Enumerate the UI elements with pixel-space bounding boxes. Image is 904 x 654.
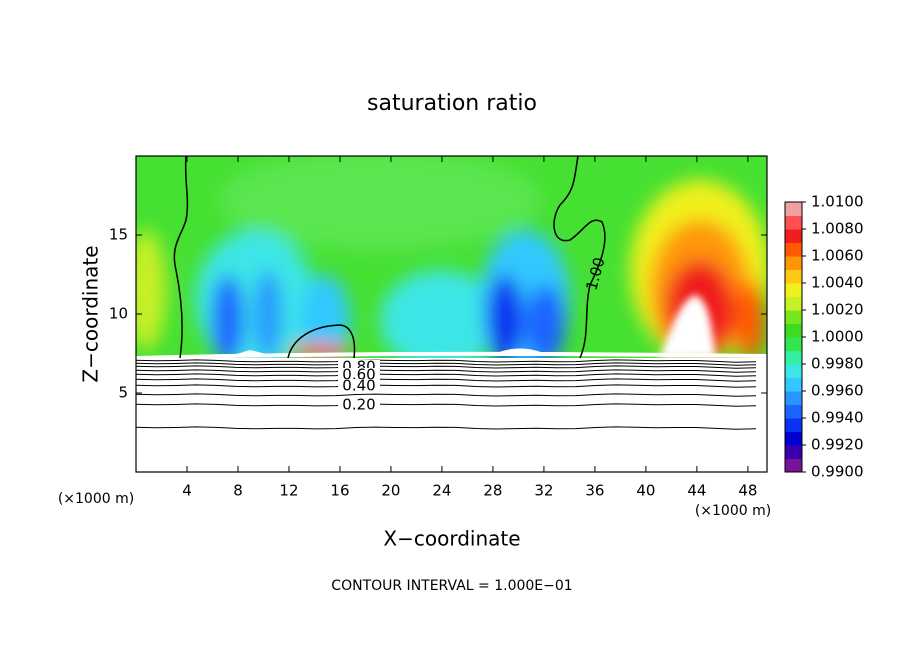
contour-line <box>135 365 757 369</box>
contour-line <box>135 369 757 373</box>
colorbar-label: 0.9980 <box>811 355 864 373</box>
field-shading <box>136 156 767 370</box>
colorbar-band <box>785 323 802 338</box>
x-tick-label: 32 <box>534 482 553 500</box>
colorbar-band <box>785 256 802 270</box>
x-tick-label: 12 <box>279 482 298 500</box>
colorbar-band <box>785 215 802 230</box>
colorbar-label: 1.0040 <box>811 274 864 292</box>
x-tick-label: 8 <box>233 482 243 500</box>
colorbar-label: 1.0020 <box>811 301 864 319</box>
contour-label-bg <box>338 379 380 393</box>
colorbar-band <box>785 242 802 257</box>
colorbar-band <box>785 337 802 351</box>
contour-line <box>135 362 757 366</box>
contour-line <box>135 426 757 430</box>
footer: CONTOUR INTERVAL = 1.000E−01 <box>331 578 572 594</box>
colorbar-band <box>785 458 802 473</box>
colorbar-band <box>785 377 802 392</box>
colorbar-band <box>785 350 802 365</box>
x-tick-label: 44 <box>687 482 706 500</box>
colorbar-label: 1.0000 <box>811 328 864 346</box>
colorbar-label: 1.0100 <box>811 193 864 211</box>
colorbar-label: 1.0080 <box>811 220 864 238</box>
contour-line <box>135 378 757 382</box>
y-unit-label: (×1000 m) <box>58 491 134 507</box>
colorbar-band <box>785 283 802 297</box>
colorbar-label: 0.9920 <box>811 436 864 454</box>
colorbar-band <box>785 445 802 459</box>
colorbar-label: 0.9960 <box>811 382 864 400</box>
y-tick-label: 15 <box>109 226 128 244</box>
contour-line <box>135 384 757 388</box>
colorbar-band <box>785 269 802 284</box>
contour-line <box>135 393 757 397</box>
contour-line <box>135 359 757 363</box>
x-tick-label: 28 <box>483 482 502 500</box>
y-tick-label: 10 <box>109 305 128 323</box>
contour-label: 0.40 <box>342 377 375 395</box>
y-axis-label: Z−coordinate <box>79 245 103 382</box>
x-tick-label: 24 <box>432 482 451 500</box>
contour-line <box>135 373 757 377</box>
colorbar-label: 0.9900 <box>811 463 864 481</box>
contour-label: 0.20 <box>342 396 375 414</box>
contour-line <box>135 403 757 407</box>
x-tick-label: 48 <box>738 482 757 500</box>
colorbar-band <box>785 404 802 419</box>
x-axis-label: X−coordinate <box>383 527 520 551</box>
x-tick-label: 20 <box>381 482 400 500</box>
colorbar-label: 0.9940 <box>811 409 864 427</box>
x-tick-label: 40 <box>636 482 655 500</box>
contour-label-bg <box>338 368 380 382</box>
colorbar-band <box>785 296 802 311</box>
colorbar-band <box>785 229 802 243</box>
contour-label-bg <box>338 398 380 412</box>
colorbar-band <box>785 364 802 378</box>
low-contours <box>135 359 757 430</box>
field <box>136 156 767 472</box>
x-tick-label: 16 <box>330 482 349 500</box>
colorbar-band <box>785 310 802 324</box>
colorbar-band <box>785 418 802 432</box>
colorbar-band <box>785 202 802 216</box>
chart-title: saturation ratio <box>367 91 537 116</box>
x-tick-label: 36 <box>585 482 604 500</box>
colorbar-label: 1.0060 <box>811 247 864 265</box>
colorbar-band <box>785 431 802 446</box>
y-tick-label: 5 <box>118 384 128 402</box>
x-tick-label: 4 <box>182 482 192 500</box>
colorbar-band <box>785 391 802 405</box>
x-unit-label: (×1000 m) <box>695 503 771 519</box>
